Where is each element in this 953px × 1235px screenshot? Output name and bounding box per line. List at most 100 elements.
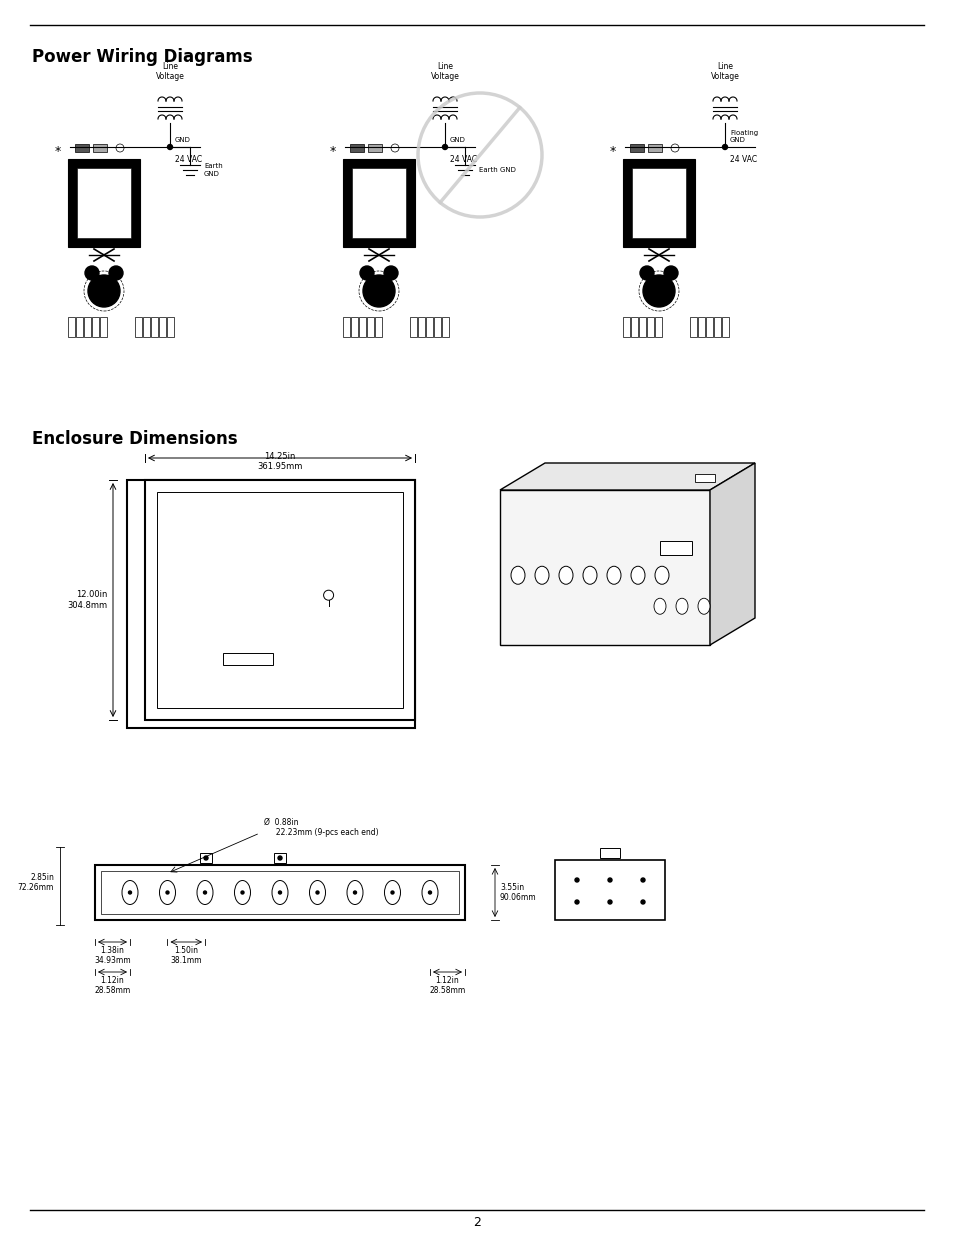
Bar: [375, 317, 381, 337]
Bar: [91, 317, 99, 337]
Ellipse shape: [272, 881, 288, 904]
Text: 24 VAC: 24 VAC: [729, 156, 757, 164]
Bar: [77, 168, 131, 238]
Circle shape: [428, 890, 431, 894]
Bar: [92, 144, 107, 152]
Bar: [68, 159, 140, 247]
Bar: [127, 480, 415, 727]
Bar: [274, 853, 286, 863]
Text: 1.50in
38.1mm: 1.50in 38.1mm: [171, 946, 202, 966]
Circle shape: [721, 144, 727, 149]
Bar: [417, 317, 424, 337]
Text: Earth
GND: Earth GND: [204, 163, 222, 177]
Circle shape: [88, 275, 120, 308]
Circle shape: [384, 266, 397, 280]
Bar: [84, 317, 91, 337]
Circle shape: [354, 890, 356, 894]
Bar: [622, 159, 695, 247]
Bar: [410, 317, 416, 337]
Text: Power Wiring Diagrams: Power Wiring Diagrams: [32, 48, 253, 65]
Bar: [145, 480, 415, 720]
Bar: [721, 317, 728, 337]
Bar: [222, 653, 273, 664]
Bar: [622, 317, 629, 337]
Circle shape: [168, 144, 172, 149]
Text: *: *: [330, 146, 335, 158]
Circle shape: [116, 144, 124, 152]
Text: 1.12in
28.58mm: 1.12in 28.58mm: [94, 976, 131, 995]
Text: Line
Voltage: Line Voltage: [710, 62, 739, 82]
Ellipse shape: [655, 567, 668, 584]
Circle shape: [241, 890, 244, 894]
Bar: [135, 317, 142, 337]
Ellipse shape: [347, 881, 363, 904]
Ellipse shape: [122, 881, 138, 904]
Circle shape: [442, 144, 447, 149]
Ellipse shape: [558, 567, 573, 584]
Text: 3.55in
90.06mm: 3.55in 90.06mm: [499, 883, 536, 903]
Text: 2: 2: [473, 1215, 480, 1229]
Bar: [629, 144, 643, 152]
Circle shape: [323, 590, 334, 600]
Bar: [68, 317, 75, 337]
Ellipse shape: [630, 567, 644, 584]
Circle shape: [277, 856, 282, 860]
Text: Ø  0.88in
     22.23mm (9-pcs each end): Ø 0.88in 22.23mm (9-pcs each end): [264, 818, 378, 837]
Bar: [75, 144, 89, 152]
Circle shape: [203, 890, 206, 894]
Bar: [159, 317, 166, 337]
Bar: [101, 871, 458, 914]
Bar: [441, 317, 449, 337]
Text: 14.25in
361.95mm: 14.25in 361.95mm: [257, 452, 302, 472]
Circle shape: [670, 144, 679, 152]
Text: GND: GND: [450, 137, 465, 143]
Circle shape: [204, 856, 208, 860]
Ellipse shape: [309, 881, 325, 904]
Text: 24 VAC: 24 VAC: [174, 156, 202, 164]
Polygon shape: [499, 463, 754, 490]
Bar: [76, 317, 83, 337]
Ellipse shape: [582, 567, 597, 584]
Text: *: *: [55, 146, 61, 158]
Bar: [655, 317, 661, 337]
Circle shape: [166, 890, 169, 894]
Bar: [426, 317, 433, 337]
Bar: [100, 317, 107, 337]
Bar: [143, 317, 150, 337]
Circle shape: [391, 890, 394, 894]
Bar: [352, 168, 406, 238]
Circle shape: [575, 900, 578, 904]
Polygon shape: [709, 463, 754, 645]
Circle shape: [278, 890, 281, 894]
Circle shape: [607, 900, 612, 904]
Bar: [659, 541, 691, 555]
Text: 2.85in
72.26mm: 2.85in 72.26mm: [17, 873, 54, 892]
Ellipse shape: [234, 881, 251, 904]
Bar: [705, 317, 712, 337]
Circle shape: [639, 266, 654, 280]
Ellipse shape: [676, 598, 687, 614]
Ellipse shape: [159, 881, 175, 904]
Bar: [367, 317, 374, 337]
Circle shape: [640, 900, 644, 904]
Circle shape: [129, 890, 132, 894]
Ellipse shape: [511, 567, 524, 584]
Bar: [358, 317, 366, 337]
Text: GND: GND: [174, 137, 191, 143]
Circle shape: [663, 266, 678, 280]
Bar: [200, 853, 212, 863]
Text: Line
Voltage: Line Voltage: [430, 62, 459, 82]
Circle shape: [640, 878, 644, 882]
Ellipse shape: [384, 881, 400, 904]
Bar: [631, 168, 685, 238]
Circle shape: [85, 266, 99, 280]
Bar: [647, 144, 661, 152]
Circle shape: [575, 878, 578, 882]
Circle shape: [607, 878, 612, 882]
Bar: [95, 864, 464, 920]
Bar: [350, 144, 364, 152]
Text: Earth GND: Earth GND: [478, 167, 516, 173]
Bar: [157, 492, 402, 708]
Circle shape: [315, 890, 318, 894]
Bar: [630, 317, 638, 337]
